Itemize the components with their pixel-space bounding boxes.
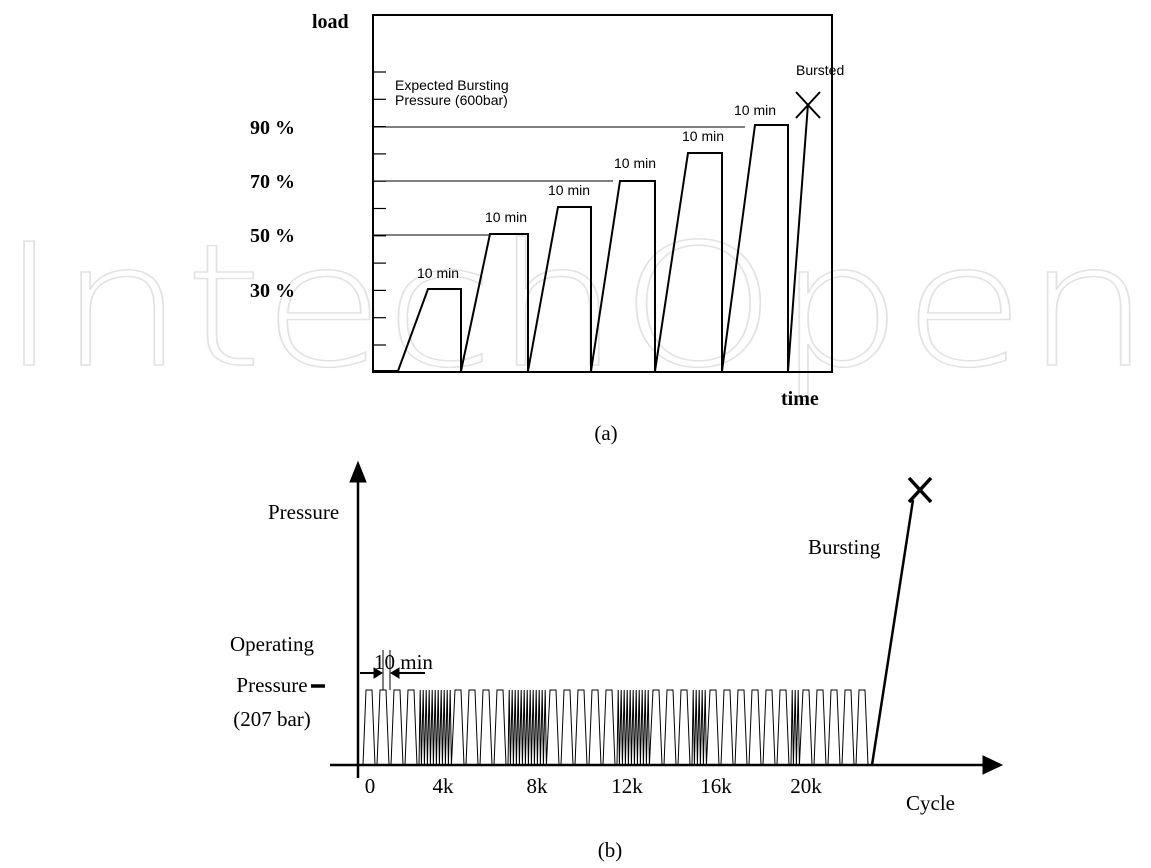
panel-b (311, 460, 1004, 778)
x-label: 12k (611, 774, 643, 798)
x-label: 4k (433, 774, 455, 798)
arrow-head (390, 667, 400, 679)
panel-a (372, 14, 833, 373)
x-label: 0 (365, 774, 376, 798)
burst-label: Bursting (808, 535, 881, 559)
y-label: 90 % (250, 117, 295, 139)
step-label: 10 min (548, 182, 590, 198)
y-label: 50 % (250, 225, 295, 247)
y-label: 70 % (250, 171, 295, 193)
caption: (a) (594, 421, 617, 445)
arrow-head (982, 755, 1004, 775)
x-label: 20k (790, 774, 822, 798)
step-label: 10 min (614, 155, 656, 171)
annotation: Pressure (600bar) (395, 92, 508, 108)
y-axis-label: Pressure (268, 500, 339, 524)
watermark: IntechOpen (0, 208, 1151, 406)
operating-label: (207 bar) (233, 707, 311, 731)
pressure-cycles (362, 689, 870, 766)
step-label: 10 min (417, 265, 459, 281)
burst-line (870, 499, 915, 766)
y-label: 30 % (250, 280, 295, 302)
x-label: 16k (700, 774, 732, 798)
step-label: 10 min (485, 209, 527, 225)
burst-label: Bursted (796, 62, 844, 78)
x-axis-label: Cycle (906, 791, 955, 815)
load-profile (373, 103, 809, 372)
operating-label: Pressure (236, 673, 307, 697)
plot-frame (372, 14, 833, 373)
x-label: 8k (527, 774, 549, 798)
operating-label: Operating (230, 632, 314, 656)
y-axis-label: load (312, 11, 349, 33)
burst-mark (907, 476, 933, 504)
arrow-head (373, 667, 383, 679)
x-axis-label: time (781, 388, 819, 410)
step-label: 10 min (682, 128, 724, 144)
burst-mark (795, 91, 821, 119)
step-label: 10 min (734, 102, 776, 118)
interval-label: 10 min (374, 650, 433, 674)
arrow-head (349, 460, 367, 483)
annotation: Expected Bursting (395, 77, 509, 93)
caption: (b) (598, 838, 623, 862)
